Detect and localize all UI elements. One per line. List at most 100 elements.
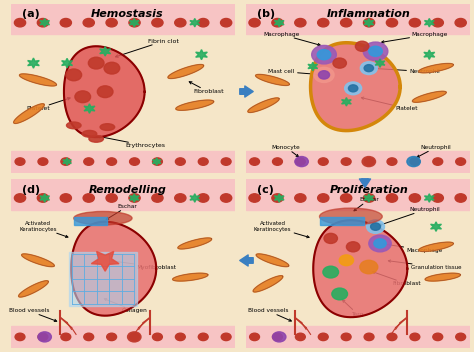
Text: Activated
Keratinocytes: Activated Keratinocytes (254, 221, 309, 238)
Circle shape (152, 18, 163, 27)
Text: Macrophage: Macrophage (384, 243, 443, 253)
Polygon shape (419, 63, 453, 73)
Text: Blood vessels: Blood vessels (9, 308, 57, 321)
Circle shape (175, 158, 185, 165)
Circle shape (295, 194, 306, 202)
Circle shape (364, 65, 374, 72)
Polygon shape (424, 50, 435, 59)
Text: Eschar: Eschar (106, 204, 137, 220)
Circle shape (369, 46, 383, 56)
Circle shape (250, 333, 259, 341)
Circle shape (153, 158, 163, 165)
Polygon shape (364, 194, 374, 202)
Polygon shape (100, 46, 110, 56)
Polygon shape (62, 58, 73, 68)
Polygon shape (255, 74, 289, 86)
Circle shape (339, 255, 354, 266)
Text: Fibrin clot: Fibrin clot (116, 39, 179, 57)
Circle shape (107, 333, 117, 341)
Text: Proliferation: Proliferation (329, 184, 408, 195)
Circle shape (366, 220, 384, 233)
Circle shape (175, 194, 186, 202)
Circle shape (38, 158, 48, 165)
FancyBboxPatch shape (246, 4, 470, 34)
Text: Remodelling: Remodelling (89, 184, 166, 195)
Polygon shape (40, 18, 49, 27)
Circle shape (61, 333, 71, 341)
Circle shape (249, 194, 260, 202)
Circle shape (318, 18, 329, 27)
Circle shape (410, 333, 420, 341)
Polygon shape (308, 62, 318, 71)
Circle shape (198, 158, 208, 165)
Text: (d): (d) (22, 184, 40, 195)
Circle shape (341, 158, 351, 165)
Circle shape (345, 82, 362, 95)
Circle shape (455, 194, 466, 202)
Circle shape (319, 333, 328, 341)
Circle shape (346, 242, 360, 252)
Circle shape (360, 62, 377, 75)
Circle shape (456, 333, 465, 341)
Circle shape (198, 333, 208, 341)
FancyBboxPatch shape (11, 326, 235, 348)
Polygon shape (364, 18, 374, 27)
Circle shape (295, 158, 305, 165)
Polygon shape (310, 43, 400, 131)
Circle shape (88, 57, 104, 69)
Circle shape (37, 194, 48, 202)
Circle shape (374, 239, 386, 248)
Text: (c): (c) (257, 184, 273, 195)
Text: Platelet: Platelet (361, 97, 418, 111)
Circle shape (456, 158, 465, 165)
Text: Inflammation: Inflammation (327, 9, 410, 19)
Circle shape (387, 158, 397, 165)
Circle shape (220, 18, 232, 27)
Circle shape (221, 158, 231, 165)
Circle shape (407, 157, 420, 166)
Circle shape (37, 18, 48, 27)
Polygon shape (84, 104, 95, 113)
Polygon shape (153, 158, 161, 165)
Ellipse shape (319, 208, 382, 225)
Circle shape (362, 157, 375, 166)
FancyBboxPatch shape (246, 151, 470, 172)
Text: Myofibroblast: Myofibroblast (111, 260, 177, 270)
Circle shape (364, 333, 374, 341)
Circle shape (129, 194, 140, 202)
Circle shape (363, 42, 388, 61)
Text: Eschar: Eschar (354, 197, 379, 211)
Ellipse shape (74, 212, 132, 225)
Text: Activated
Keratinocytes: Activated Keratinocytes (19, 221, 68, 238)
Circle shape (97, 86, 113, 98)
Circle shape (364, 194, 374, 202)
Text: Macrophage: Macrophage (382, 32, 447, 43)
Circle shape (14, 194, 26, 202)
FancyBboxPatch shape (11, 151, 235, 172)
Polygon shape (129, 18, 139, 27)
Circle shape (60, 194, 72, 202)
Text: Terg: Terg (343, 300, 364, 317)
Circle shape (198, 18, 209, 27)
Text: Neutrophil: Neutrophil (373, 67, 440, 74)
Text: Monocyte: Monocyte (272, 145, 301, 157)
Circle shape (273, 158, 283, 165)
FancyBboxPatch shape (74, 216, 108, 225)
Circle shape (83, 18, 94, 27)
Polygon shape (274, 18, 284, 27)
Circle shape (129, 18, 140, 27)
Polygon shape (178, 238, 212, 249)
Polygon shape (425, 273, 460, 281)
Circle shape (324, 233, 337, 244)
Circle shape (84, 158, 94, 165)
Circle shape (250, 158, 259, 165)
Circle shape (433, 333, 443, 341)
Circle shape (340, 18, 352, 27)
Circle shape (38, 333, 48, 341)
FancyBboxPatch shape (246, 326, 470, 348)
Text: Mast cell: Mast cell (268, 69, 320, 76)
Circle shape (387, 333, 397, 341)
Polygon shape (274, 194, 284, 202)
Circle shape (128, 332, 141, 342)
Circle shape (364, 158, 374, 165)
